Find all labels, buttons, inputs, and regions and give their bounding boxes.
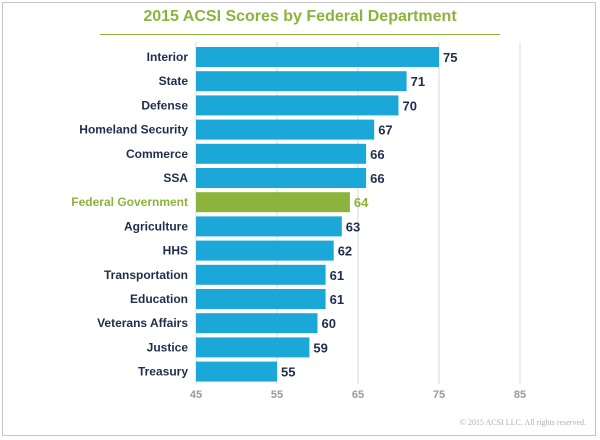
- bar: [196, 313, 318, 334]
- category-label: Commerce: [126, 147, 188, 161]
- category-label: Agriculture: [124, 219, 188, 233]
- category-label: SSA: [163, 171, 188, 185]
- bar: [196, 192, 350, 213]
- bar: [196, 361, 277, 382]
- value-label: 66: [370, 171, 384, 186]
- value-label: 67: [378, 123, 392, 138]
- category-label: Homeland Security: [79, 123, 188, 137]
- value-label: 64: [354, 195, 369, 210]
- bar: [196, 216, 342, 237]
- x-tick-label: 45: [190, 389, 202, 401]
- value-label: 63: [346, 219, 360, 234]
- bar: [196, 119, 375, 140]
- bar: [196, 240, 334, 261]
- value-label: 66: [370, 147, 384, 162]
- category-label: Defense: [141, 98, 188, 112]
- category-label: Transportation: [104, 268, 188, 282]
- value-label: 61: [330, 292, 344, 307]
- value-label: 59: [313, 340, 327, 355]
- category-label: Federal Government: [71, 195, 188, 209]
- value-label: 55: [281, 365, 295, 380]
- bar: [196, 337, 310, 358]
- x-tick-label: 65: [352, 389, 364, 401]
- category-label: Justice: [147, 340, 189, 354]
- x-tick-label: 85: [514, 389, 526, 401]
- bar: [196, 95, 399, 116]
- value-label: 71: [411, 74, 425, 89]
- bar: [196, 289, 326, 309]
- category-label: Treasury: [138, 365, 188, 379]
- bar: [196, 47, 439, 67]
- x-tick-label: 55: [271, 389, 283, 401]
- bar: [196, 168, 367, 188]
- bar: [196, 71, 407, 92]
- value-label: 62: [338, 244, 352, 259]
- chart-title: 2015 ACSI Scores by Federal Department: [143, 8, 457, 25]
- category-label: Education: [130, 292, 188, 306]
- category-label: Veterans Affairs: [97, 316, 188, 330]
- bar: [196, 264, 326, 285]
- value-label: 75: [443, 50, 457, 65]
- value-label: 60: [322, 316, 336, 331]
- value-label: 70: [403, 98, 417, 113]
- category-label: Interior: [147, 50, 189, 64]
- category-label: State: [159, 74, 189, 88]
- x-tick-label: 75: [433, 389, 445, 401]
- category-label: HHS: [163, 244, 188, 258]
- title-underline: [100, 34, 500, 35]
- copyright-footer: © 2015 ACSI LLC. All rights reserved.: [459, 418, 586, 427]
- value-label: 61: [330, 268, 344, 283]
- bar: [196, 143, 367, 164]
